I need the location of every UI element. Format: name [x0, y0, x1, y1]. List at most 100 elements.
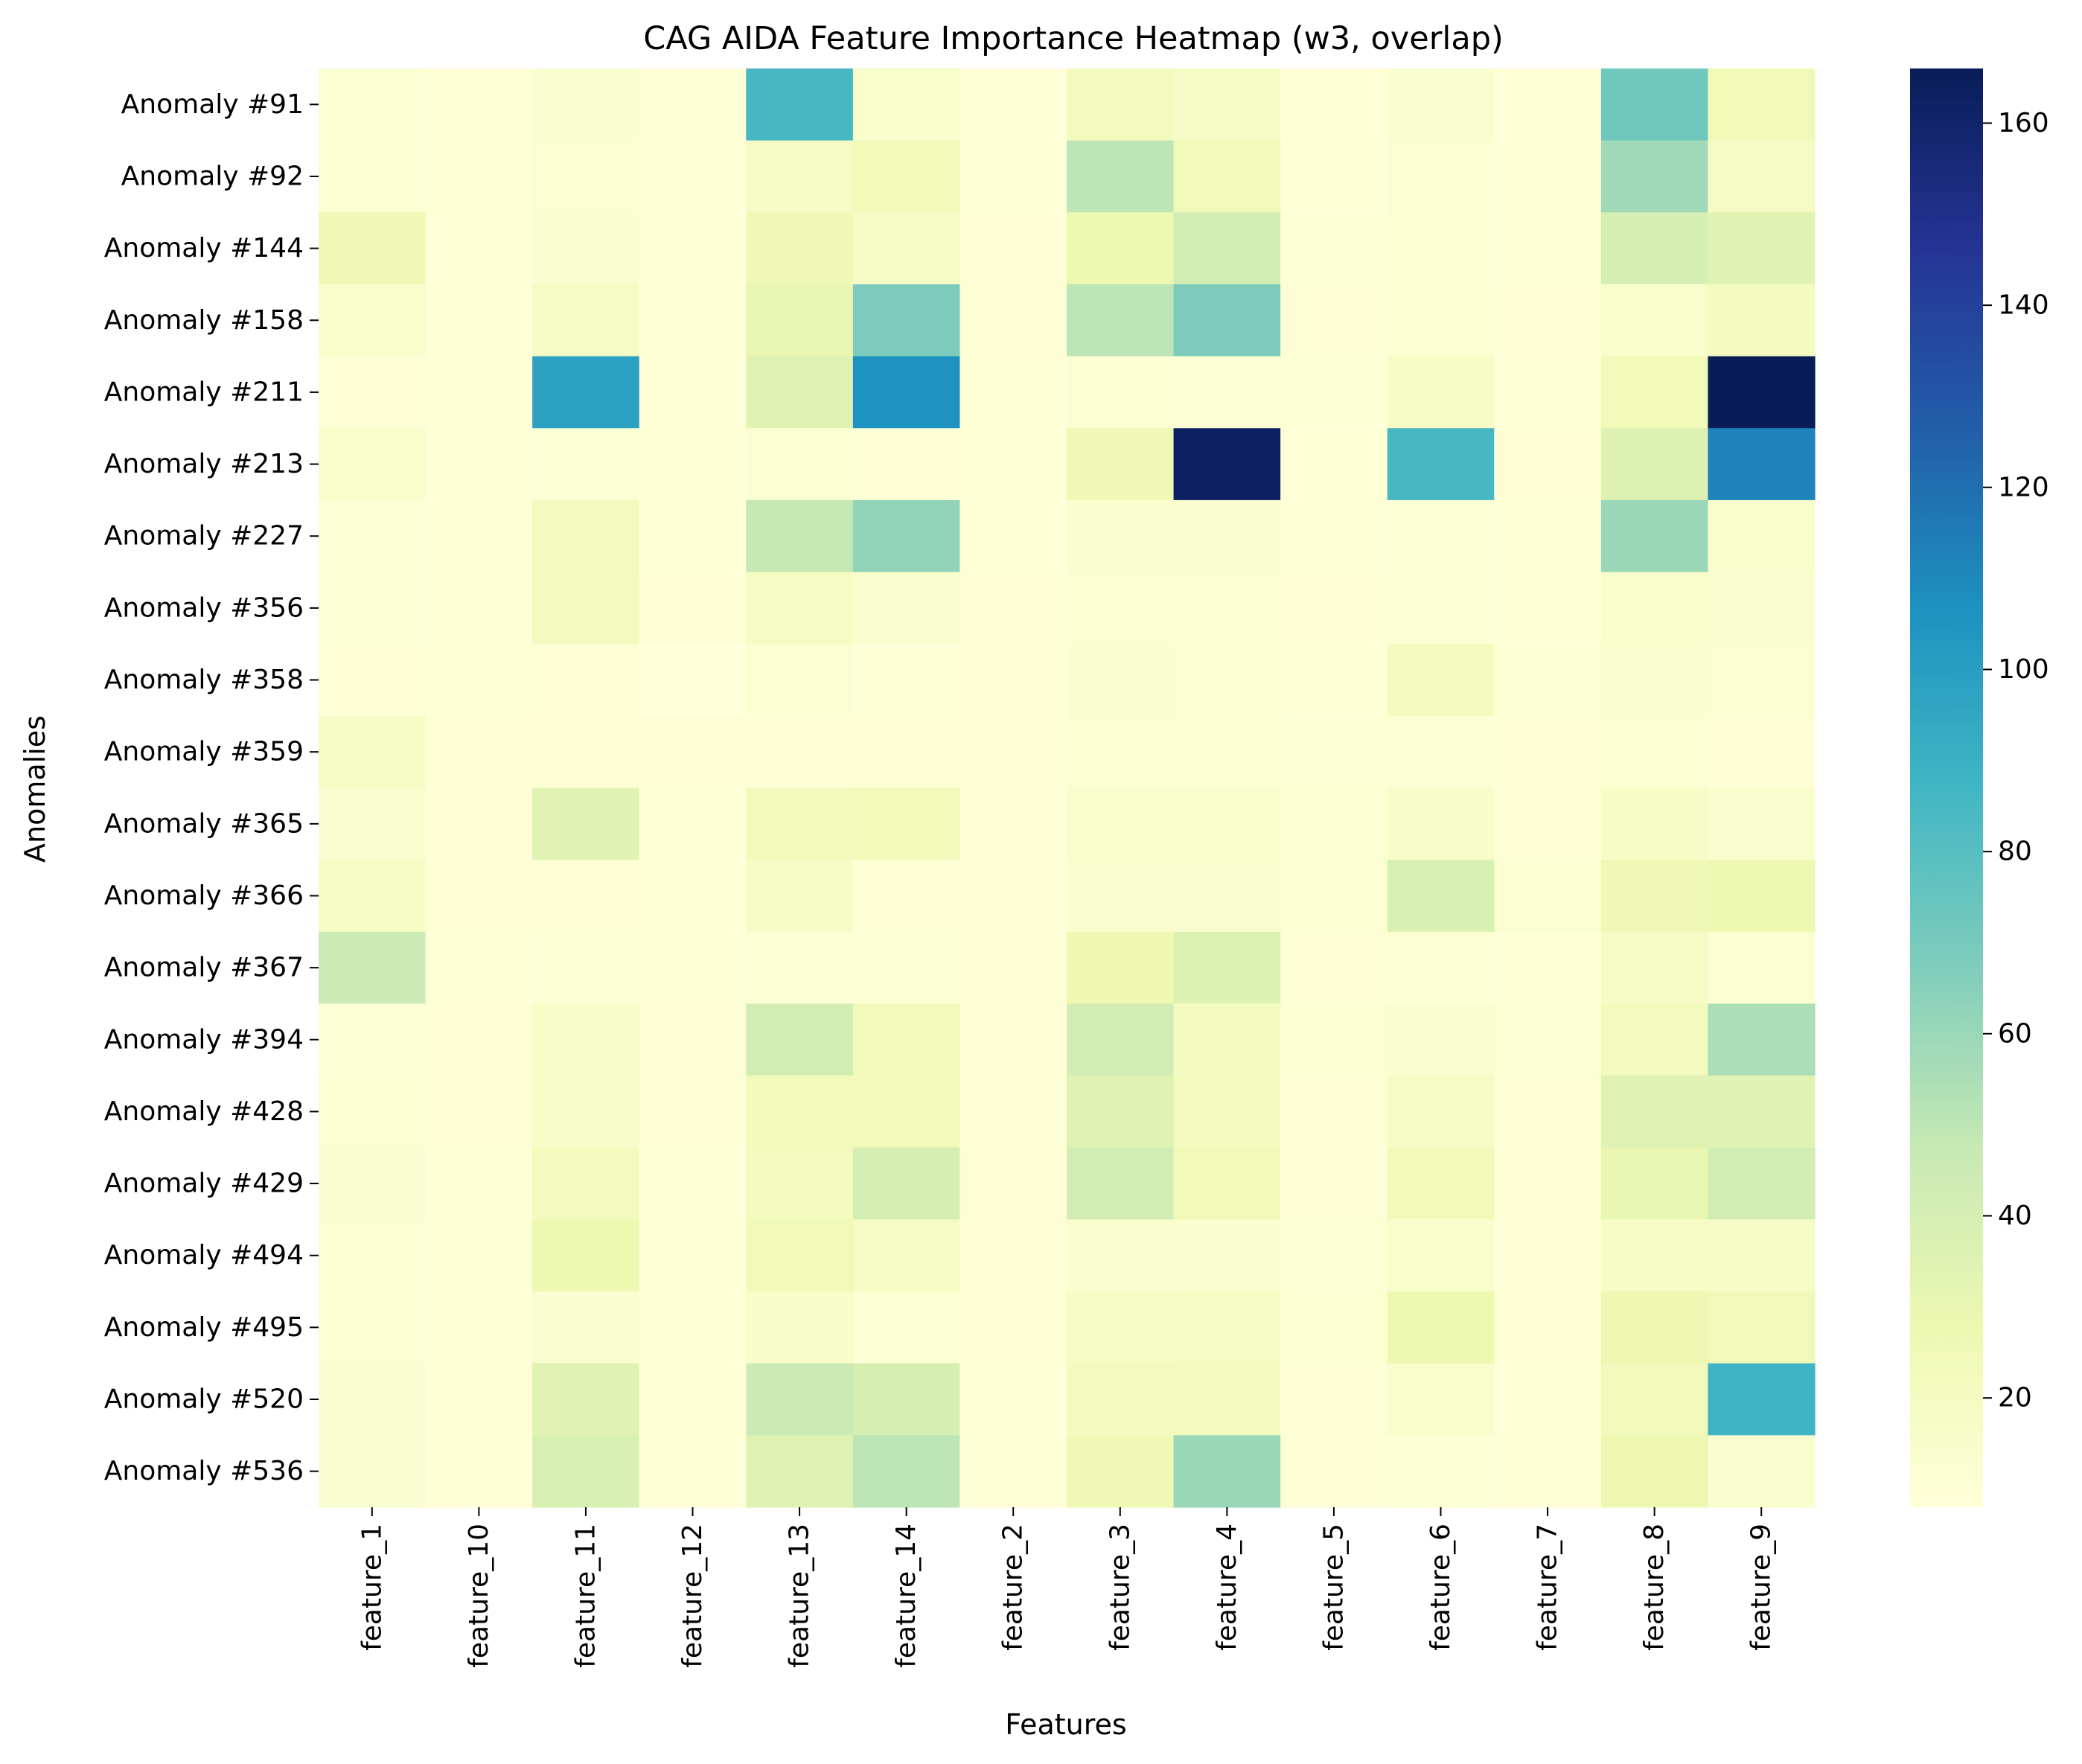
heatmap-cell — [319, 1147, 427, 1220]
y-axis-label: Anomalies — [19, 715, 51, 863]
heatmap-cell — [1280, 715, 1388, 789]
heatmap-cell — [1387, 1291, 1495, 1364]
heatmap-cell — [1600, 1435, 1709, 1508]
row-label: Anomaly #495 — [104, 1312, 304, 1343]
heatmap-cell — [1494, 715, 1602, 789]
heatmap-cell — [319, 1003, 427, 1076]
heatmap-cell — [1173, 212, 1281, 285]
heatmap-cell — [959, 787, 1067, 860]
row-label: Anomaly #520 — [104, 1384, 304, 1415]
heatmap-cell — [639, 68, 747, 141]
heatmap-cell — [852, 1363, 961, 1436]
heatmap-cell — [639, 428, 747, 501]
heatmap-cell — [1067, 499, 1175, 573]
heatmap-cell — [1173, 68, 1281, 141]
row-label: Anomaly #358 — [104, 665, 304, 695]
heatmap-cell — [1387, 1076, 1495, 1148]
heatmap-cell — [1708, 644, 1816, 717]
heatmap-cell — [425, 860, 533, 933]
heatmap-cell — [639, 1435, 747, 1508]
heatmap-cell — [959, 860, 1067, 933]
heatmap-cell — [852, 428, 961, 501]
heatmap-cell — [425, 284, 533, 357]
heatmap-cell — [1067, 1363, 1175, 1436]
heatmap-cell — [639, 572, 747, 645]
heatmap-cell — [1600, 1219, 1709, 1292]
heatmap-cell — [532, 1003, 640, 1076]
heatmap-cell — [852, 140, 961, 213]
heatmap-cell — [1600, 140, 1709, 213]
heatmap-cell — [1173, 715, 1281, 789]
heatmap-cell — [746, 787, 854, 860]
heatmap-cell — [1494, 356, 1602, 429]
heatmap-cell — [1387, 140, 1495, 213]
heatmap-cell — [1600, 1291, 1709, 1364]
heatmap-cell — [1494, 1003, 1602, 1076]
heatmap-cell — [1280, 931, 1388, 1005]
heatmap-cell — [1067, 715, 1175, 789]
heatmap-cell — [1708, 572, 1816, 645]
heatmap-cell — [852, 356, 961, 429]
heatmap-cell — [319, 284, 427, 357]
heatmap-cell — [959, 1435, 1067, 1508]
heatmap-cell — [1387, 715, 1495, 789]
heatmap-cell — [852, 931, 961, 1005]
heatmap-cell — [532, 499, 640, 573]
heatmap-cell — [1708, 1219, 1816, 1292]
heatmap-cell — [1173, 931, 1281, 1005]
heatmap-cell — [1708, 212, 1816, 285]
heatmap-cell — [639, 715, 747, 789]
heatmap-cell — [532, 1363, 640, 1436]
row-label: Anomaly #428 — [104, 1096, 304, 1127]
heatmap-cell — [1494, 1076, 1602, 1148]
heatmap-cell — [425, 1435, 533, 1508]
heatmap-cell — [319, 499, 427, 573]
heatmap-cell — [319, 860, 427, 933]
column-label: feature_4 — [1212, 1524, 1242, 1651]
heatmap-cell — [746, 1076, 854, 1148]
heatmap-cell — [746, 572, 854, 645]
heatmap-cell — [639, 499, 747, 573]
heatmap-cell — [425, 787, 533, 860]
heatmap-cell — [1280, 212, 1388, 285]
heatmap-cell — [1173, 284, 1281, 357]
colorbar-tick-label: 140 — [1998, 290, 2049, 321]
heatmap-cell — [746, 284, 854, 357]
heatmap-cell — [852, 715, 961, 789]
colorbar-gradient — [1910, 68, 1983, 1507]
heatmap-cell — [319, 1435, 427, 1508]
heatmap-cell — [1067, 68, 1175, 141]
heatmap-cell — [319, 1219, 427, 1292]
heatmap-cell — [1708, 428, 1816, 501]
heatmap-cell — [1387, 572, 1495, 645]
heatmap-cell — [959, 1291, 1067, 1364]
heatmap-cell — [746, 1363, 854, 1436]
heatmap-cell — [1708, 284, 1816, 357]
heatmap-cell — [1280, 1363, 1388, 1436]
heatmap-cell — [1600, 212, 1709, 285]
heatmap-cell — [746, 356, 854, 429]
heatmap-cell — [1173, 140, 1281, 213]
heatmap-cell — [746, 860, 854, 933]
row-label: Anomaly #429 — [104, 1169, 304, 1199]
heatmap-cell — [1494, 860, 1602, 933]
heatmap-cell — [532, 860, 640, 933]
heatmap-cell — [852, 787, 961, 860]
heatmap-cell — [1600, 931, 1709, 1005]
heatmap-cell — [852, 499, 961, 573]
heatmap-cell — [1708, 1003, 1816, 1076]
heatmap-cell — [1067, 787, 1175, 860]
heatmap-cell — [1067, 644, 1175, 717]
heatmap-cell — [639, 644, 747, 717]
heatmap-cell — [959, 644, 1067, 717]
row-label: Anomaly #366 — [104, 881, 304, 911]
heatmap-cell — [1067, 1147, 1175, 1220]
heatmap-cell — [1280, 644, 1388, 717]
heatmap-cell — [1067, 1003, 1175, 1076]
heatmap-cell — [1280, 284, 1388, 357]
heatmap-cell — [425, 356, 533, 429]
heatmap-cell — [1600, 572, 1709, 645]
heatmap-cell — [1494, 212, 1602, 285]
heatmap-cell — [1600, 284, 1709, 357]
